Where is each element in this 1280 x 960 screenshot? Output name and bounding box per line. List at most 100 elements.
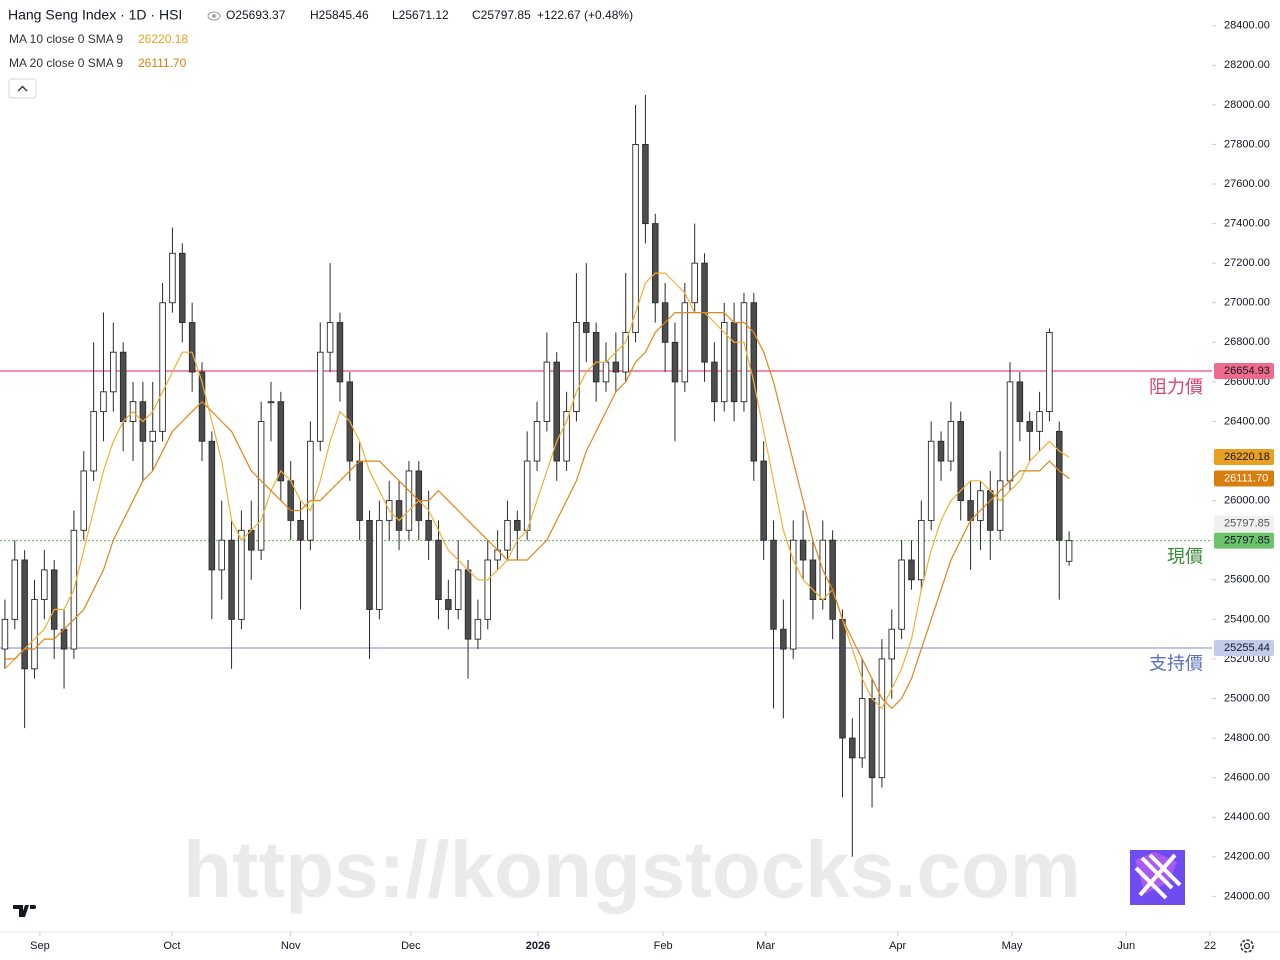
legend-name: MA 10 close 0 SMA 9 <box>9 32 123 46</box>
candle-body <box>1036 411 1043 432</box>
candle-body <box>248 529 255 551</box>
candle-body <box>297 519 304 541</box>
candle-body <box>435 539 442 601</box>
candle-body <box>898 559 905 630</box>
price-badge-shadow <box>1214 515 1274 532</box>
chart-title: Hang Seng Index · 1D · HSI <box>8 7 182 23</box>
candle-body <box>691 262 698 304</box>
candle-body <box>543 361 551 422</box>
candle-body <box>159 302 166 432</box>
candle-body <box>119 351 127 422</box>
candle-body <box>583 322 590 333</box>
candle-body <box>267 401 275 404</box>
watermark-layer: https://kongstocks.com <box>183 825 1081 914</box>
candle-body <box>228 539 235 620</box>
tv-logo-mark <box>13 905 36 917</box>
candle-body <box>770 539 777 630</box>
eye-icon[interactable] <box>207 11 221 21</box>
candle-body <box>336 322 344 383</box>
candle-body <box>1016 381 1024 422</box>
candle-body <box>937 440 945 462</box>
candle-body <box>681 302 689 383</box>
level-badge <box>1214 532 1274 549</box>
candle-body <box>50 569 58 630</box>
level-badge-label: 25797.85 <box>1224 535 1270 547</box>
y-tick-label: 27800.00 <box>1224 138 1270 150</box>
x-tick-label: Jun <box>1117 940 1135 952</box>
candle-body <box>514 519 521 531</box>
x-tick-label: May <box>1002 940 1023 952</box>
x-tick-label: Apr <box>889 940 906 952</box>
y-tick-label: 26800.00 <box>1224 336 1270 348</box>
candle-body <box>720 322 728 403</box>
candle-body <box>356 460 363 521</box>
candle-body <box>809 559 817 601</box>
candle-body <box>11 559 19 620</box>
y-tick-label: 28400.00 <box>1224 20 1270 32</box>
y-tick-label: 27600.00 <box>1224 178 1270 190</box>
gear-inner <box>1243 942 1251 950</box>
gear-outer[interactable] <box>1240 939 1254 953</box>
candle-body <box>612 361 620 373</box>
candle-body <box>484 559 492 620</box>
candle-body <box>977 490 984 521</box>
collapse-box[interactable] <box>8 78 37 99</box>
candle-body <box>888 628 896 660</box>
candle-body <box>415 470 423 521</box>
collapse-button[interactable] <box>8 78 37 99</box>
candle-body <box>277 401 285 482</box>
candle-body <box>454 569 462 610</box>
x-tick-label: Feb <box>654 940 673 952</box>
y-tick-label: 24600.00 <box>1224 772 1270 784</box>
level-badge-label: 26654.93 <box>1224 365 1270 377</box>
collapse-chevron <box>17 85 28 92</box>
level-name: 現價 <box>1167 546 1203 566</box>
candle-body <box>60 628 68 650</box>
eye-pupil <box>212 14 216 18</box>
candle-body <box>316 351 324 442</box>
legend-value: 26220.18 <box>138 32 188 46</box>
level-name: 阻力價 <box>1149 377 1203 397</box>
candle-body <box>829 539 836 620</box>
candle-body <box>41 569 48 601</box>
y-tick-label: 25600.00 <box>1224 574 1270 586</box>
y-tick-label: 25000.00 <box>1224 692 1270 704</box>
candle-body <box>622 331 629 373</box>
candle-body <box>307 440 314 541</box>
level-name: 支持價 <box>1149 654 1203 674</box>
candle-body <box>711 361 718 403</box>
candle-body <box>1056 430 1063 541</box>
x-tick-label: 22 <box>1204 940 1216 952</box>
ma-line <box>4 312 1070 710</box>
candle-body <box>405 470 413 531</box>
level-badge-label: 25255.44 <box>1224 642 1270 654</box>
candle-body <box>218 539 225 571</box>
candle-body <box>257 421 265 551</box>
ma-line <box>4 272 1070 710</box>
settings-gear[interactable] <box>1240 939 1254 953</box>
candle-body <box>90 411 97 472</box>
y-tick-label: 24000.00 <box>1224 890 1270 902</box>
candle-body <box>1026 421 1033 432</box>
tv-logo[interactable] <box>8 895 40 927</box>
candle-body <box>858 698 866 759</box>
candle-body <box>21 559 28 670</box>
site-logo <box>1130 850 1185 905</box>
candle-body <box>169 252 176 304</box>
candle-body <box>287 480 294 521</box>
candle-body <box>553 361 560 462</box>
level-badge <box>1214 363 1274 380</box>
candle-body <box>238 529 245 620</box>
candle-body <box>987 490 994 531</box>
candle-body <box>652 223 659 304</box>
candle-body <box>839 618 846 739</box>
visibility-toggle[interactable] <box>207 11 221 21</box>
legend-name: MA 20 close 0 SMA 9 <box>9 56 123 70</box>
candle-body <box>927 440 935 521</box>
y-tick-label: 26000.00 <box>1224 495 1270 507</box>
y-tick-label: 24800.00 <box>1224 732 1270 744</box>
y-tick-label: 24400.00 <box>1224 811 1270 823</box>
y-tick-label: 27400.00 <box>1224 218 1270 230</box>
candle-body <box>366 519 373 610</box>
